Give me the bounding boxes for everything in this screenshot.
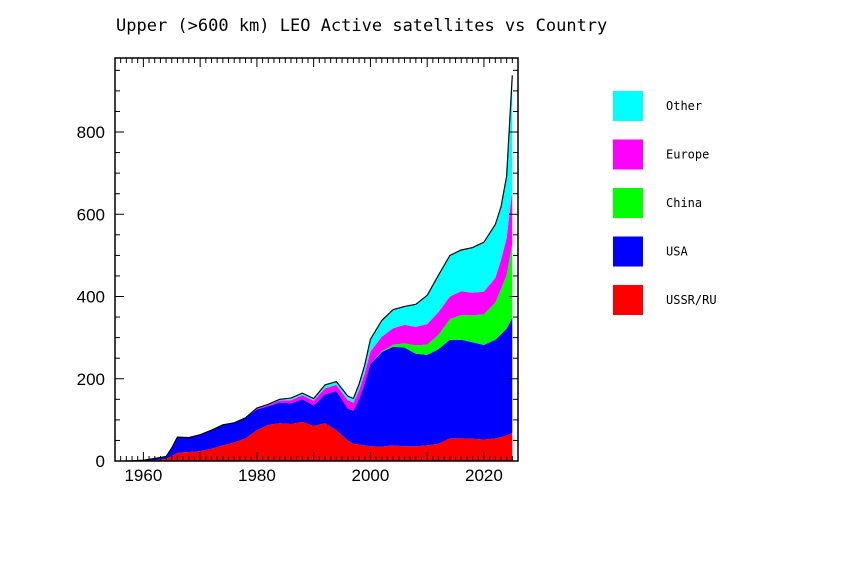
y-tick-label: 400 [77,288,105,307]
y-tick-label: 0 [96,452,105,471]
plot-frame [114,57,519,462]
legend-swatch-ussr-ru [613,285,643,315]
area-series-ussr-ru [126,421,513,461]
x-tick-label: 2020 [465,466,503,485]
legend: Other Europe China USA USSR/RU [613,91,717,315]
x-tick-label: 2000 [352,466,390,485]
legend-label-europe: Europe [666,148,709,162]
x-tick-label: 1980 [238,466,276,485]
y-tick-label: 200 [77,370,105,389]
y-axis: 0 200 400 600 800 [77,69,518,471]
legend-label-china: China [666,196,702,210]
legend-swatch-usa [613,236,643,267]
x-axis: 1960 1980 2000 2020 [114,58,513,485]
legend-swatch-china [613,188,643,218]
legend-label-usa: USA [666,245,688,259]
legend-label-ussr-ru: USSR/RU [666,293,717,307]
area-series-europe [126,190,513,461]
legend-swatch-other [613,91,643,121]
chart-title: Upper (>600 km) LEO Active satellites vs… [116,16,608,36]
x-tick-label: 1960 [124,466,162,485]
total-outline [126,75,513,462]
y-tick-label: 600 [77,205,105,224]
y-tick-label: 800 [77,123,105,142]
legend-label-other: Other [666,99,702,113]
legend-swatch-europe [613,139,643,170]
